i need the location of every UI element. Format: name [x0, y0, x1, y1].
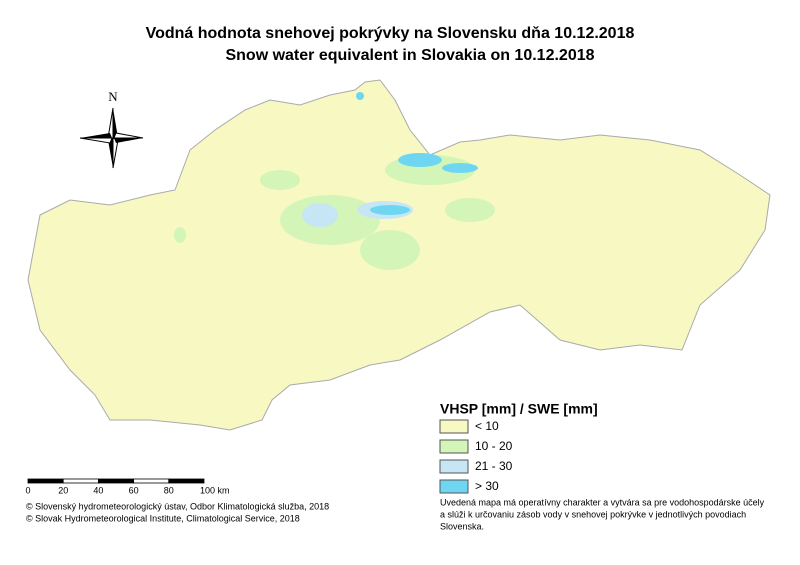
legend-swatch [439, 479, 469, 494]
legend-swatch [439, 419, 469, 434]
scale-label: 60 [129, 485, 139, 495]
legend-label: > 30 [475, 479, 499, 493]
note: a slúži k určovaniu zásob vody v snehove… [440, 509, 746, 519]
legend-label: 10 - 20 [475, 439, 513, 453]
legend-label: 21 - 30 [475, 459, 513, 473]
north-arrow [79, 107, 144, 169]
scale-segment [98, 478, 135, 484]
subtitle: Snow water equivalent in Slovakia on 10.… [225, 47, 594, 64]
note: Slovenska. [440, 521, 484, 531]
scale-bar: 0 20 40 60 80 100 km [25, 478, 230, 495]
title: Vodná hodnota snehovej pokrývky na Slove… [146, 25, 635, 42]
legend-label: < 10 [475, 419, 499, 433]
green-areas [174, 155, 495, 270]
scale-segment [27, 478, 64, 484]
note: Uvedená mapa má operatívny charakter a v… [440, 497, 765, 507]
legend: < 10 10 - 20 21 - 30 > 30 [439, 419, 513, 494]
scale-segment [62, 478, 99, 484]
legend-swatch [439, 459, 469, 474]
blue-areas [356, 92, 478, 215]
legend-title: VHSP [mm] / SWE [mm] [440, 401, 598, 417]
scale-label: 80 [164, 485, 174, 495]
scale-segment [168, 478, 205, 484]
credit: © Slovak Hydrometeorological Institute, … [26, 513, 300, 523]
scale-segment [133, 478, 170, 484]
scale-label: 0 [25, 485, 30, 495]
credit: © Slovenský hydrometeorologický ústav, O… [26, 501, 329, 511]
scale-label: 100 km [200, 485, 230, 495]
legend-swatch [439, 439, 469, 454]
north-label: N [108, 89, 118, 104]
scale-label: 40 [93, 485, 103, 495]
scale-label: 20 [58, 485, 68, 495]
